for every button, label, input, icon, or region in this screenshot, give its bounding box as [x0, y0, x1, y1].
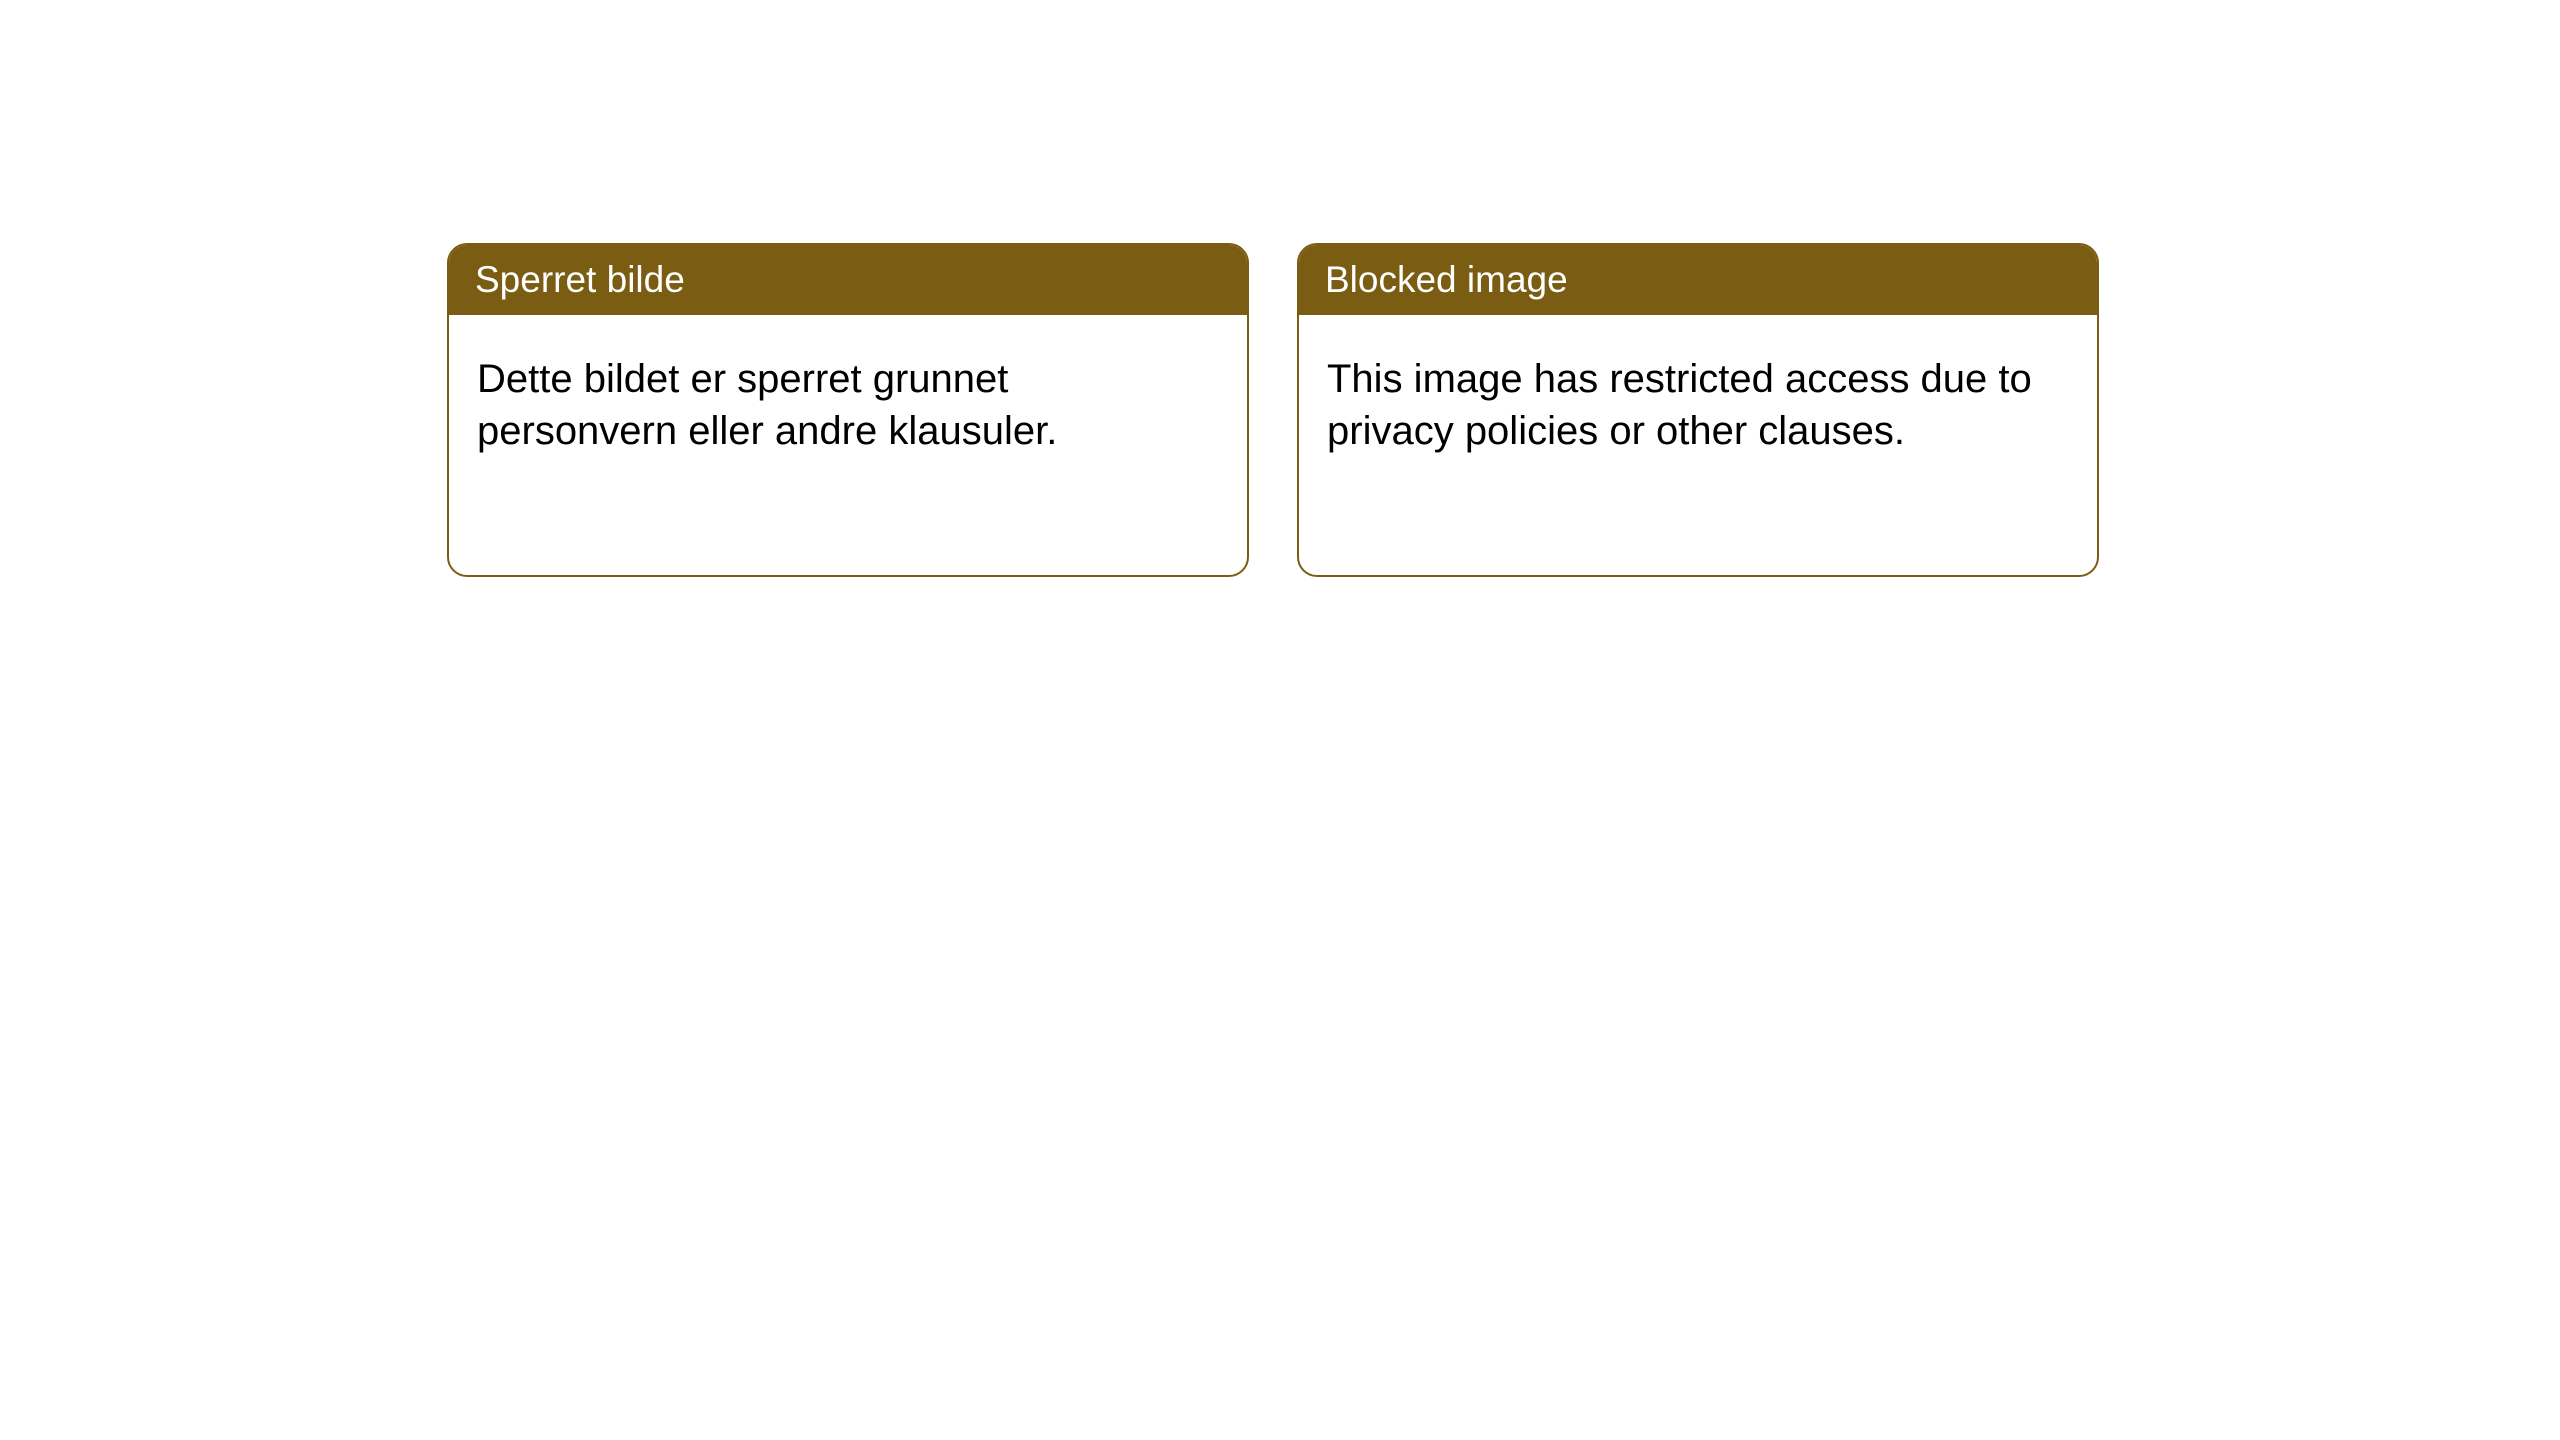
card-title: Blocked image [1325, 259, 1568, 300]
card-body: This image has restricted access due to … [1299, 315, 2097, 575]
card-body-text: This image has restricted access due to … [1327, 357, 2032, 453]
card-body-text: Dette bildet er sperret grunnet personve… [477, 357, 1057, 453]
notice-cards-container: Sperret bilde Dette bildet er sperret gr… [0, 0, 2560, 577]
blocked-image-card-english: Blocked image This image has restricted … [1297, 243, 2099, 577]
blocked-image-card-norwegian: Sperret bilde Dette bildet er sperret gr… [447, 243, 1249, 577]
card-header: Blocked image [1299, 245, 2097, 315]
card-title: Sperret bilde [475, 259, 685, 300]
card-body: Dette bildet er sperret grunnet personve… [449, 315, 1247, 575]
card-header: Sperret bilde [449, 245, 1247, 315]
